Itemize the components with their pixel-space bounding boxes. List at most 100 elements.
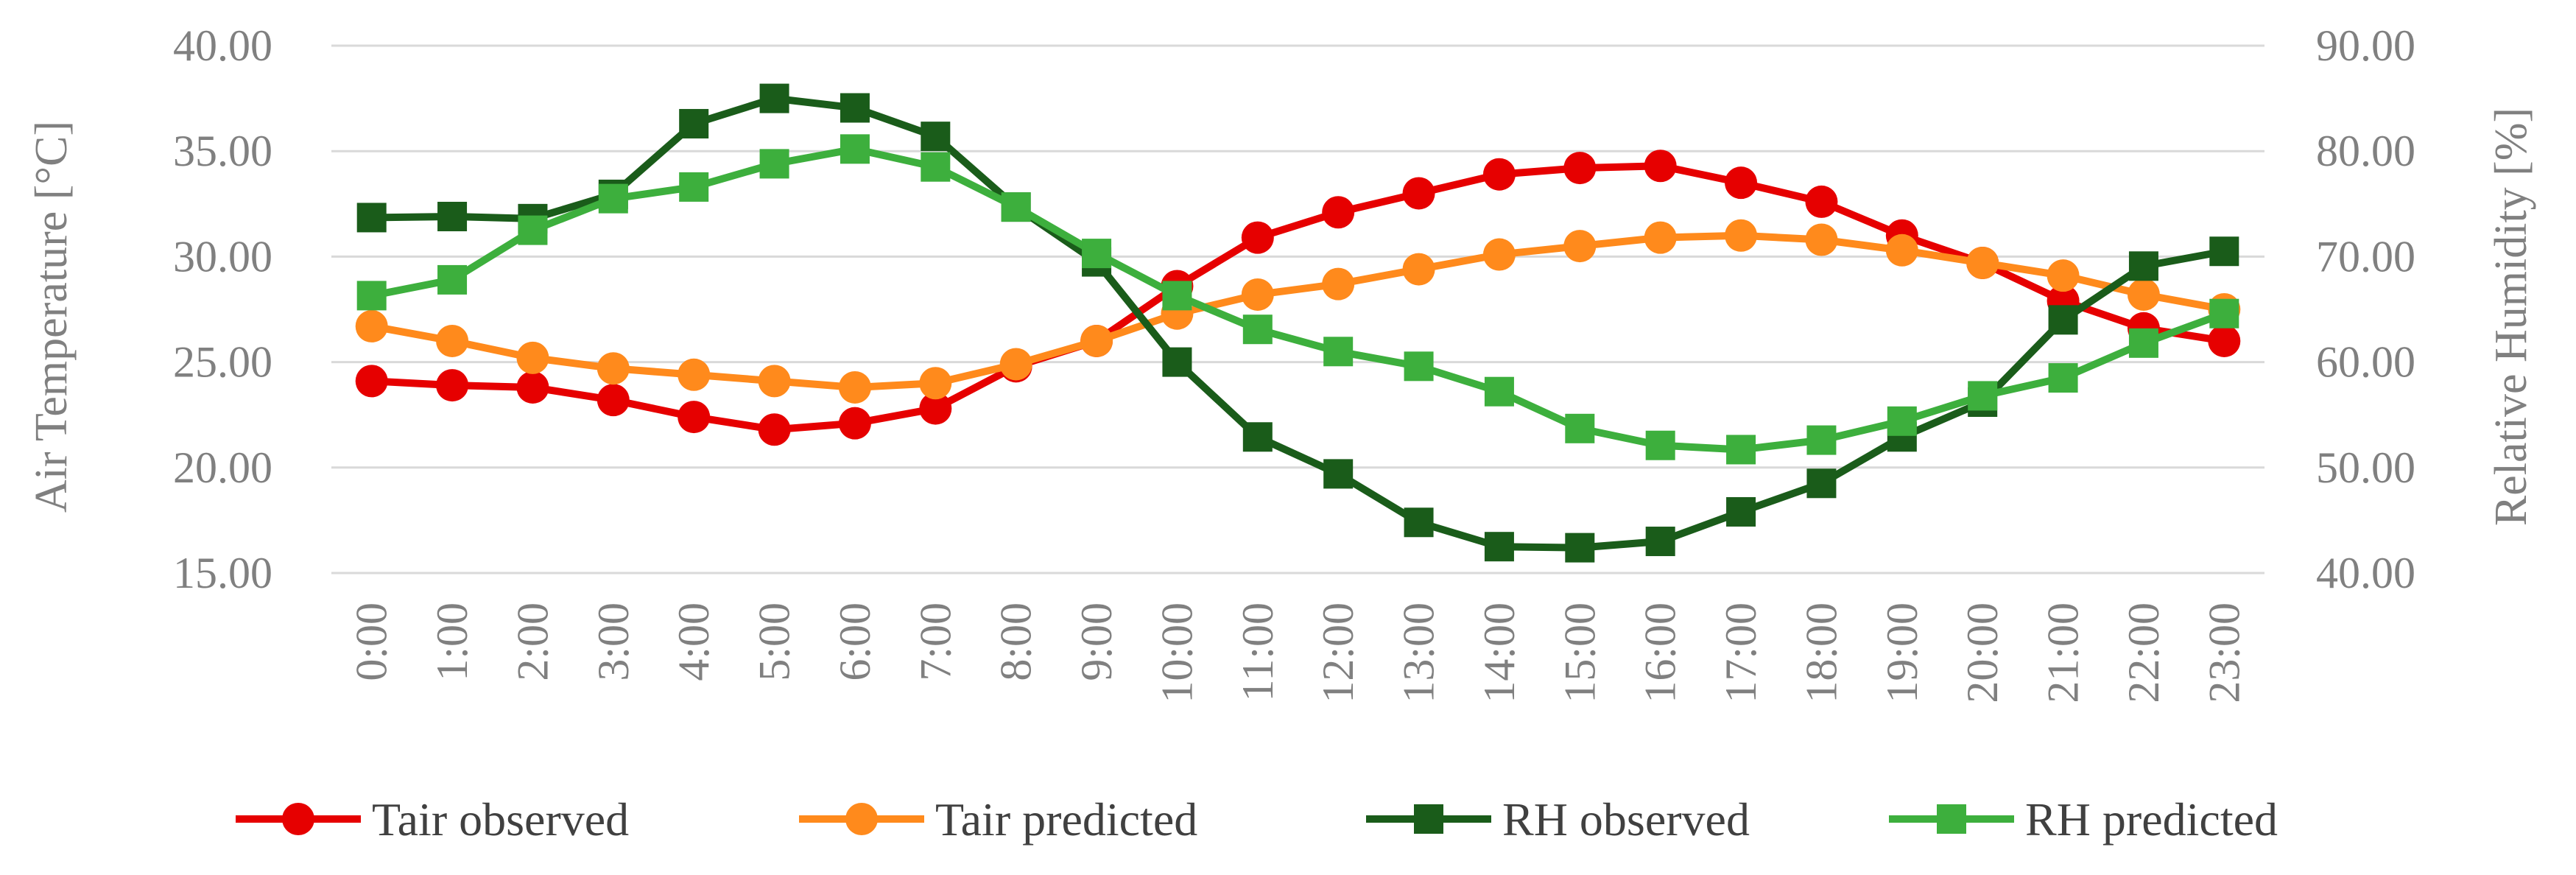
legend[interactable]: Tair observed Tair predicted RH observed RH…: [236, 793, 2278, 846]
data-point: [2048, 305, 2078, 335]
data-point: [1725, 219, 1758, 252]
data-point: [1404, 507, 1434, 538]
legend-label: RH predicted: [2025, 793, 2278, 846]
data-point: [679, 172, 709, 202]
data-point: [356, 203, 387, 233]
x-tick-label: 3:00: [589, 602, 638, 681]
legend-label: RH observed: [1502, 793, 1750, 846]
data-point: [436, 369, 469, 402]
x-axis-ticks: 0:00 1:00 2:00 3:00 4:00 5:00 6:00 7:00 8:00 9:00…: [348, 602, 2249, 703]
x-tick-label: 18:00: [1797, 602, 1845, 703]
x-tick-label: 2:00: [508, 602, 557, 681]
data-point: [758, 413, 791, 446]
data-point: [759, 83, 789, 113]
data-point: [1001, 192, 1031, 222]
data-point: [1242, 422, 1273, 452]
data-point: [2047, 259, 2080, 292]
legend-label: Tair predicted: [935, 793, 1197, 846]
data-point: [2209, 236, 2239, 267]
data-point: [1644, 150, 1677, 183]
data-point: [437, 264, 468, 295]
x-tick-label: 4:00: [669, 602, 718, 681]
data-point: [437, 201, 468, 231]
left-axis-ticks: 15.00 20.00 25.00 30.00 35.00 40.00: [173, 21, 272, 597]
x-tick-label: 19:00: [1878, 602, 1926, 703]
left-tick-label: 20.00: [173, 443, 272, 492]
x-tick-label: 15:00: [1555, 602, 1604, 703]
x-tick-label: 16:00: [1636, 602, 1685, 703]
legend-marker: [1414, 804, 1443, 834]
data-point: [1484, 532, 1514, 562]
data-point: [2208, 324, 2241, 357]
data-point: [1241, 278, 1274, 311]
data-point: [356, 281, 387, 311]
data-point: [1805, 223, 1838, 256]
data-point: [1565, 533, 1595, 563]
data-point: [838, 370, 871, 404]
x-tick-label: 14:00: [1475, 602, 1524, 703]
data-point: [1322, 267, 1355, 301]
right-tick-label: 50.00: [2316, 443, 2415, 492]
data-point: [1644, 221, 1677, 254]
x-tick-label: 1:00: [428, 602, 476, 681]
series-tair-predicted: [355, 219, 2241, 404]
data-point: [840, 93, 870, 123]
data-point: [1404, 351, 1434, 382]
legend-item-tair-predicted[interactable]: Tair predicted: [799, 793, 1197, 846]
data-point: [1162, 347, 1192, 377]
legend-marker: [1937, 804, 1966, 834]
data-point: [1082, 239, 1112, 269]
data-point: [2048, 363, 2078, 393]
data-point: [1563, 230, 1597, 263]
data-point: [1726, 496, 1756, 527]
x-tick-label: 11:00: [1234, 602, 1282, 701]
data-point: [1887, 406, 1917, 436]
data-point: [2127, 278, 2160, 311]
data-point: [679, 108, 709, 138]
data-point: [1482, 238, 1516, 271]
x-tick-label: 7:00: [911, 602, 960, 681]
data-point: [1565, 413, 1595, 443]
right-axis-title: Relative Humidity [%]: [2486, 108, 2536, 526]
right-tick-label: 60.00: [2316, 338, 2415, 387]
legend-item-rh-predicted[interactable]: RH predicted: [1889, 793, 2278, 846]
data-point: [1726, 435, 1756, 465]
right-tick-label: 70.00: [2316, 232, 2415, 281]
data-point: [1806, 425, 1837, 455]
right-axis-ticks: 40.00 50.00 60.00 70.00 80.00 90.00: [2316, 21, 2415, 597]
data-point: [598, 183, 628, 214]
data-point: [1805, 185, 1838, 218]
data-point: [2128, 251, 2158, 281]
data-point: [1162, 281, 1192, 311]
data-point: [919, 367, 952, 400]
right-tick-label: 80.00: [2316, 127, 2415, 175]
data-point: [436, 324, 469, 357]
right-tick-label: 90.00: [2316, 21, 2415, 70]
data-point: [758, 365, 791, 398]
x-tick-label: 12:00: [1314, 602, 1362, 703]
x-tick-label: 9:00: [1072, 602, 1121, 681]
x-tick-label: 10:00: [1152, 602, 1201, 703]
left-tick-label: 25.00: [173, 338, 272, 387]
data-point: [921, 122, 951, 152]
data-point: [2128, 328, 2158, 358]
x-tick-label: 6:00: [831, 602, 879, 681]
data-point: [678, 401, 711, 434]
legend-item-rh-observed[interactable]: RH observed: [1366, 793, 1750, 846]
data-point: [1645, 430, 1675, 460]
data-point: [1080, 324, 1113, 357]
data-point: [2209, 298, 2239, 328]
data-point: [759, 149, 789, 179]
legend-item-tair-observed[interactable]: Tair observed: [236, 793, 629, 846]
series-rh-predicted: [356, 134, 2239, 465]
data-point: [1323, 459, 1354, 489]
data-point: [1482, 158, 1516, 191]
gridlines: [331, 44, 2264, 574]
x-tick-label: 21:00: [2039, 602, 2088, 703]
data-point: [355, 309, 388, 342]
data-point: [1484, 376, 1514, 407]
x-tick-label: 22:00: [2119, 602, 2168, 703]
data-point: [1885, 233, 1918, 267]
data-point: [838, 407, 871, 440]
